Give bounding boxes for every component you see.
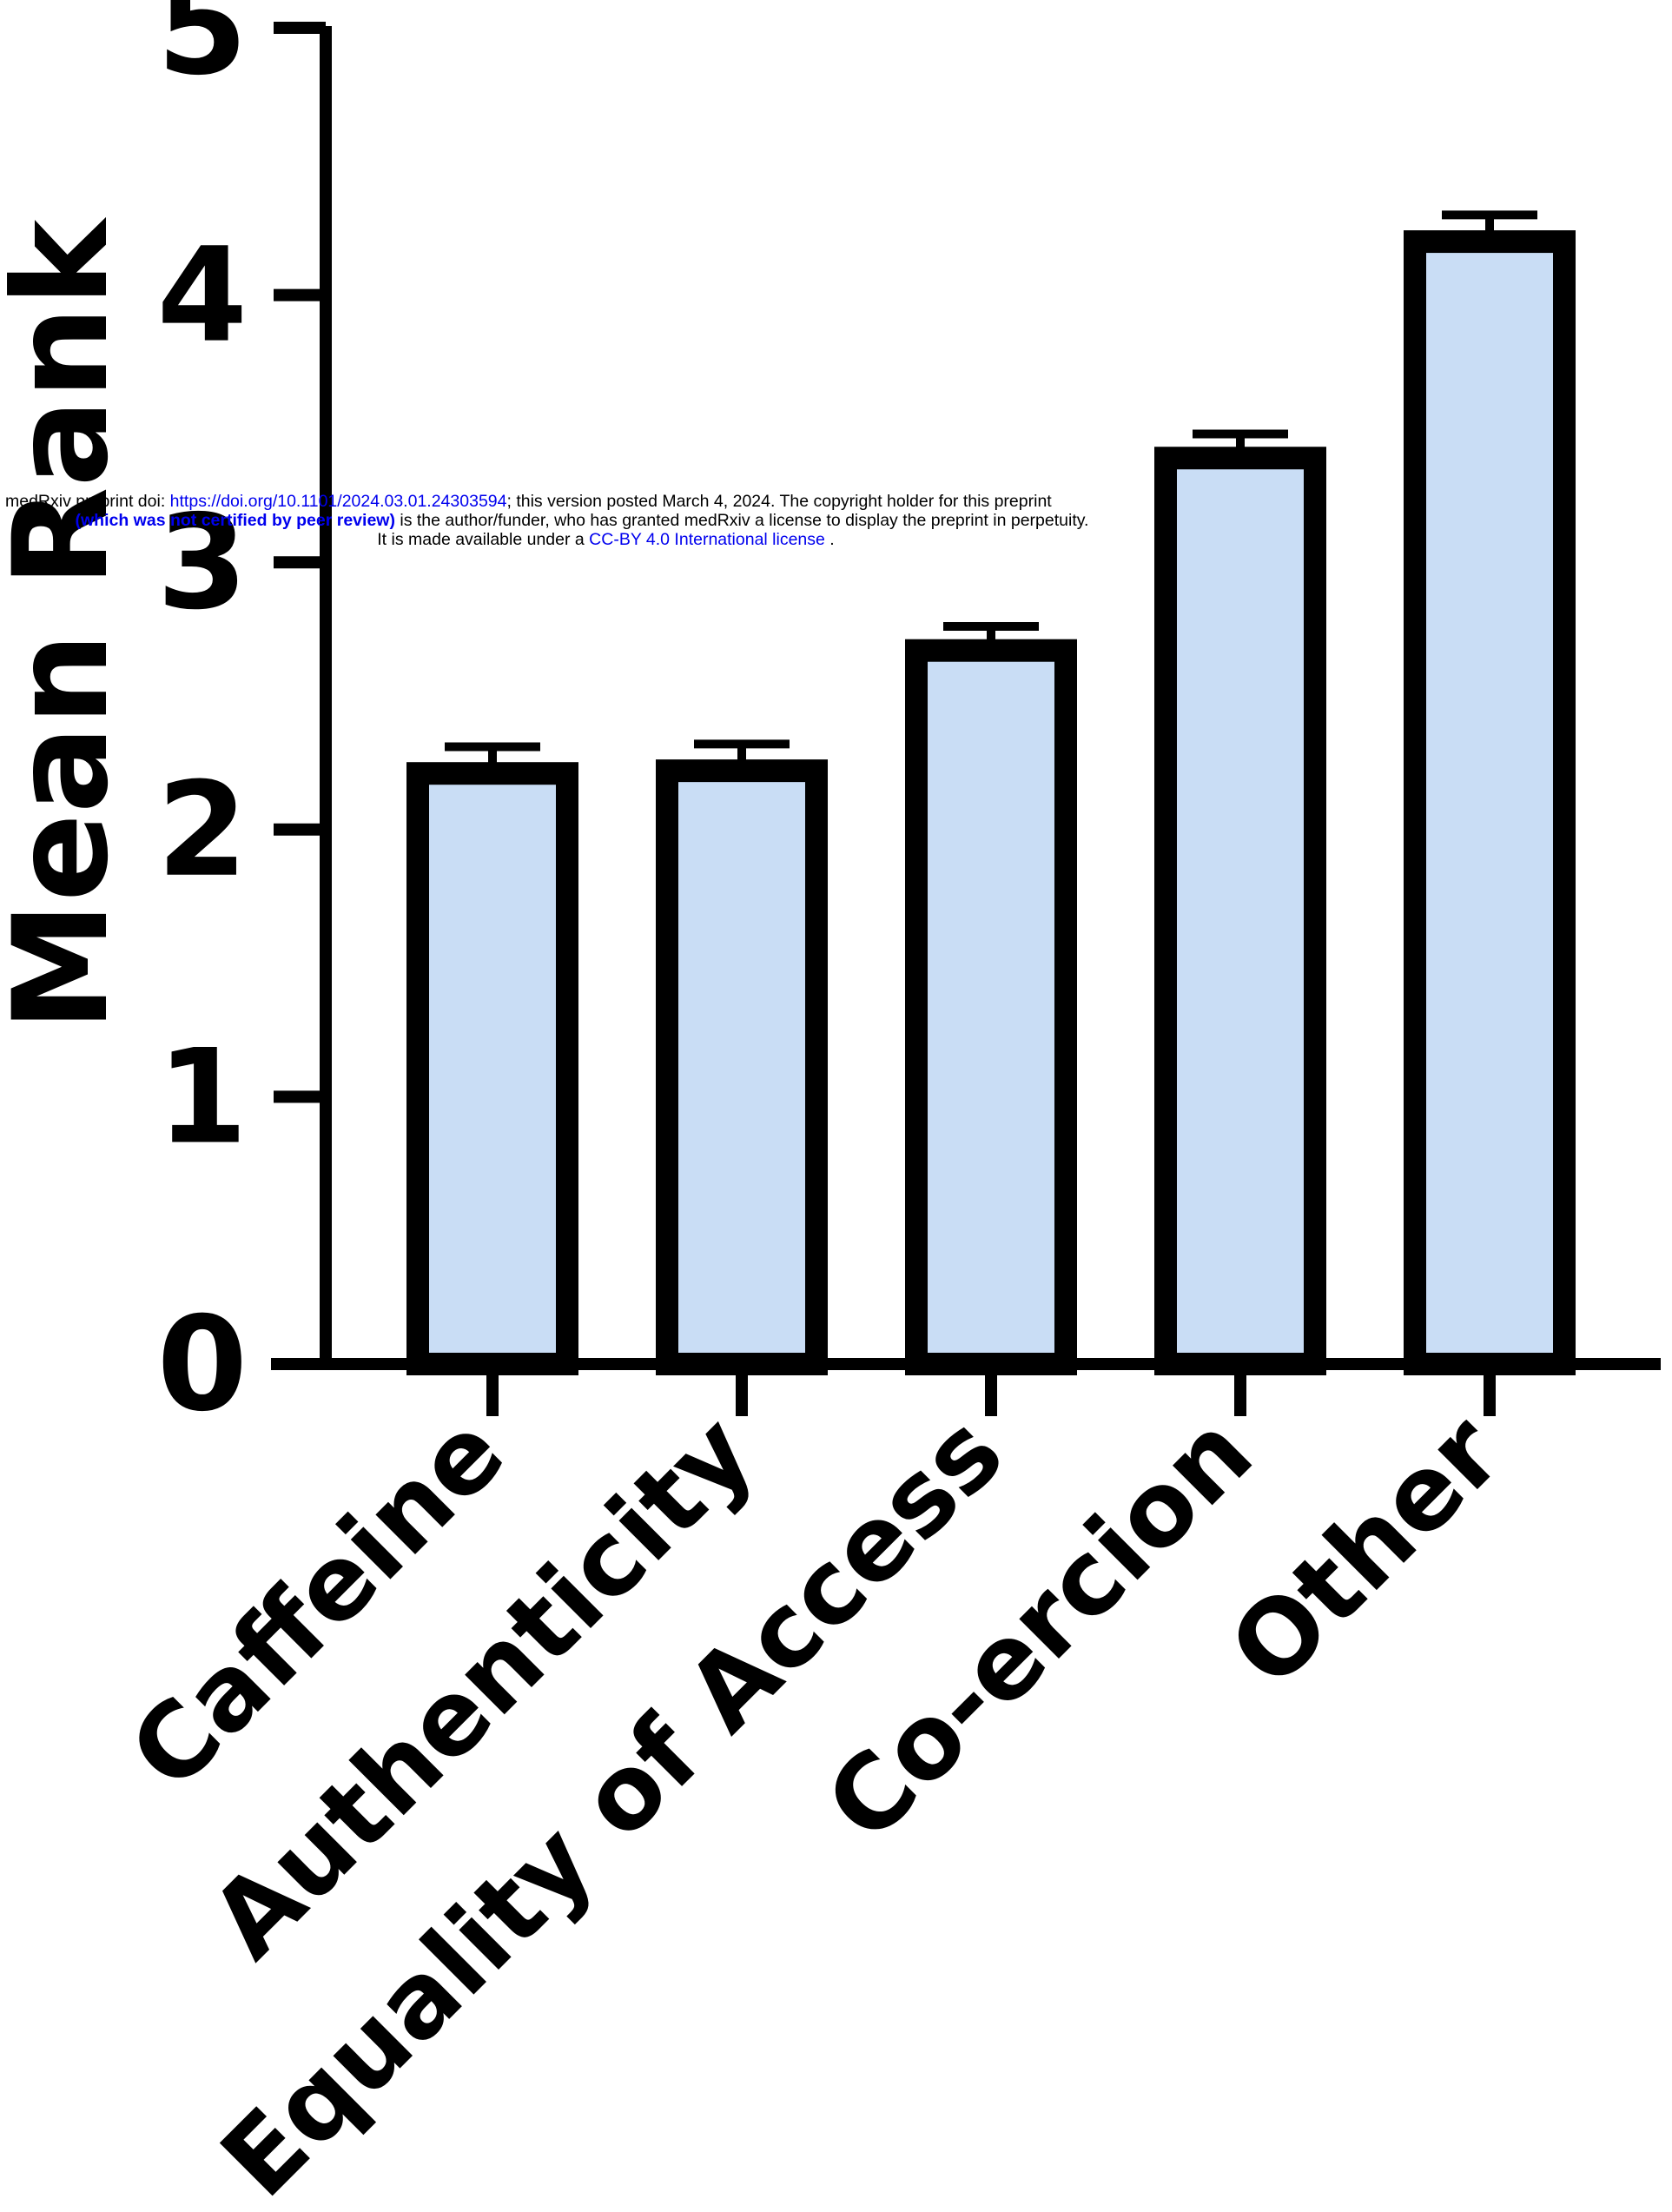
bar bbox=[1154, 447, 1326, 1376]
y-tick-label: 1 bbox=[157, 1022, 248, 1173]
bars bbox=[406, 210, 1576, 1376]
watermark-prefix: medRxiv preprint doi: bbox=[5, 492, 170, 511]
watermark-line3-prefix: It is made available under a bbox=[377, 530, 590, 549]
y-axis-title: Mean Rank bbox=[0, 217, 137, 1032]
y-ticks: 0 1 2 3 4 5 bbox=[157, 0, 326, 1440]
bar bbox=[905, 639, 1077, 1375]
bar bbox=[1404, 230, 1576, 1376]
x-tick-label: Other bbox=[1206, 1392, 1524, 1710]
preprint-watermark: medRxiv preprint doi: https://doi.org/10… bbox=[0, 492, 1164, 549]
y-tick-label: 2 bbox=[157, 755, 248, 906]
peer-review-note: (which was not certified by peer review) bbox=[75, 511, 395, 530]
y-tick-label: 4 bbox=[157, 221, 248, 372]
doi-link[interactable]: https://doi.org/10.1101/2024.03.01.24303… bbox=[169, 492, 507, 511]
y-tick-label: 3 bbox=[157, 487, 248, 639]
watermark-line2-suffix: is the author/funder, who has granted me… bbox=[394, 511, 1089, 530]
y-tick-label: 0 bbox=[157, 1289, 248, 1440]
bar bbox=[406, 762, 578, 1375]
bar bbox=[656, 759, 828, 1375]
y-tick-label: 5 bbox=[157, 0, 248, 104]
watermark-line3-suffix: . bbox=[824, 530, 835, 549]
watermark-line1-suffix: ; this version posted March 4, 2024. The… bbox=[506, 492, 1052, 511]
license-link[interactable]: CC-BY 4.0 International license bbox=[589, 530, 825, 549]
